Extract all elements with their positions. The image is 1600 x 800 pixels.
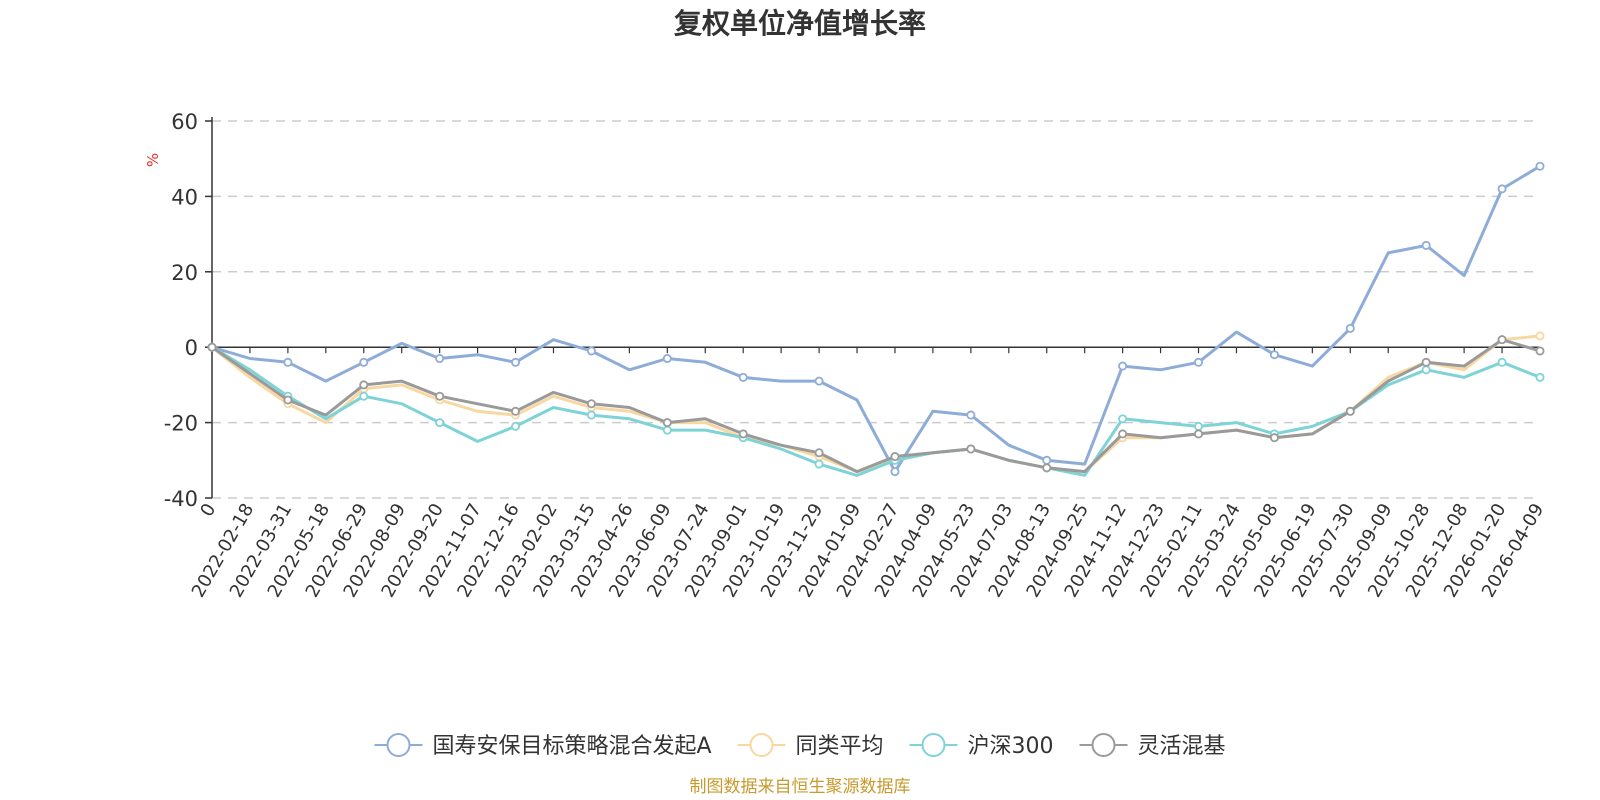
data-point [359, 380, 369, 390]
data-point [966, 444, 976, 454]
data-point [814, 459, 824, 469]
data-point [359, 391, 369, 401]
data-point [966, 410, 976, 420]
legend-label: 同类平均 [796, 734, 884, 759]
data-point [1421, 240, 1431, 250]
legend-marker [1091, 733, 1116, 757]
series-line [210, 345, 1542, 477]
data-point [359, 357, 369, 367]
data-point [435, 418, 445, 428]
data-point [511, 357, 521, 367]
data-point [1535, 331, 1545, 341]
data-point [1194, 429, 1204, 439]
series-1 [207, 331, 1545, 474]
data-point [1118, 414, 1128, 424]
legend-item-2[interactable]: 沪深300 [909, 733, 1054, 759]
series-lines [207, 161, 1545, 477]
series-3 [207, 335, 1545, 474]
x-tick-label: 0 [196, 500, 220, 520]
data-point [586, 346, 596, 356]
data-point [890, 452, 900, 462]
data-point [1269, 433, 1279, 443]
data-point [1345, 406, 1355, 416]
data-point [1118, 361, 1128, 371]
source-note: 制图数据来自恒生聚源数据库 [690, 777, 911, 797]
series-0 [207, 161, 1545, 477]
y-tick-label: 0 [185, 336, 198, 360]
data-point [511, 406, 521, 416]
legend[interactable]: 国寿安保目标策略混合发起A 同类平均 沪深300 灵活混基 [374, 733, 1226, 759]
series-2 [207, 342, 1545, 477]
data-point [662, 354, 672, 364]
legend-marker [386, 733, 411, 757]
y-tick-label: 60 [171, 110, 198, 134]
data-point [1269, 350, 1279, 360]
legend-item-1[interactable]: 同类平均 [737, 733, 884, 759]
data-point [814, 376, 824, 386]
data-point [1118, 429, 1128, 439]
data-point [435, 391, 445, 401]
data-point [207, 342, 217, 352]
data-point [586, 410, 596, 420]
data-point [662, 418, 672, 428]
data-point [511, 421, 521, 431]
axes: 6040200-20-4002022-02-182022-03-312022-0… [164, 110, 1549, 601]
data-point [1194, 357, 1204, 367]
series-line [210, 164, 1542, 474]
data-point [890, 467, 900, 477]
legend-item-3[interactable]: 灵活混基 [1079, 733, 1226, 759]
data-point [283, 395, 293, 405]
gridlines [212, 120, 1540, 499]
series-line [210, 334, 1542, 474]
y-axis-unit: % [144, 153, 162, 167]
legend-label: 沪深300 [968, 734, 1054, 759]
y-tick-label: 20 [171, 261, 198, 285]
data-point [1497, 335, 1507, 345]
legend-marker [921, 733, 946, 757]
chart-title: 复权单位净值增长率 [674, 7, 926, 40]
data-point [1345, 323, 1355, 333]
data-point [283, 357, 293, 367]
data-point [1535, 161, 1545, 171]
y-tick-label: -20 [164, 412, 198, 436]
series-line [210, 338, 1542, 474]
legend-label: 灵活混基 [1138, 734, 1226, 759]
data-point [435, 354, 445, 364]
y-tick-label: 40 [171, 185, 198, 209]
data-point [738, 429, 748, 439]
data-point [586, 399, 596, 409]
legend-label: 国寿安保目标策略混合发起A [433, 734, 712, 759]
data-point [1497, 357, 1507, 367]
data-point [1421, 365, 1431, 375]
data-point [1042, 455, 1052, 465]
data-point [662, 425, 672, 435]
data-point [1535, 372, 1545, 382]
data-point [1042, 463, 1052, 473]
data-point [1194, 421, 1204, 431]
y-tick-label: -40 [164, 487, 198, 511]
data-point [814, 448, 824, 458]
data-point [738, 372, 748, 382]
legend-item-0[interactable]: 国寿安保目标策略混合发起A [374, 733, 712, 759]
legend-marker [749, 733, 774, 757]
data-point [1535, 346, 1545, 356]
data-point [1497, 184, 1507, 194]
data-point [1421, 357, 1431, 367]
